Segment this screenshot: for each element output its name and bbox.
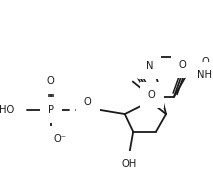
Text: O: O [84, 97, 92, 107]
Text: O: O [148, 90, 156, 100]
Text: N: N [146, 61, 153, 71]
Text: O: O [201, 57, 209, 67]
Text: O⁻: O⁻ [53, 134, 66, 144]
Text: NH: NH [197, 70, 212, 80]
Text: HO: HO [0, 105, 14, 115]
Text: O: O [178, 60, 186, 70]
Text: OH: OH [121, 159, 137, 169]
Text: O: O [47, 76, 55, 86]
Text: P: P [48, 105, 54, 115]
